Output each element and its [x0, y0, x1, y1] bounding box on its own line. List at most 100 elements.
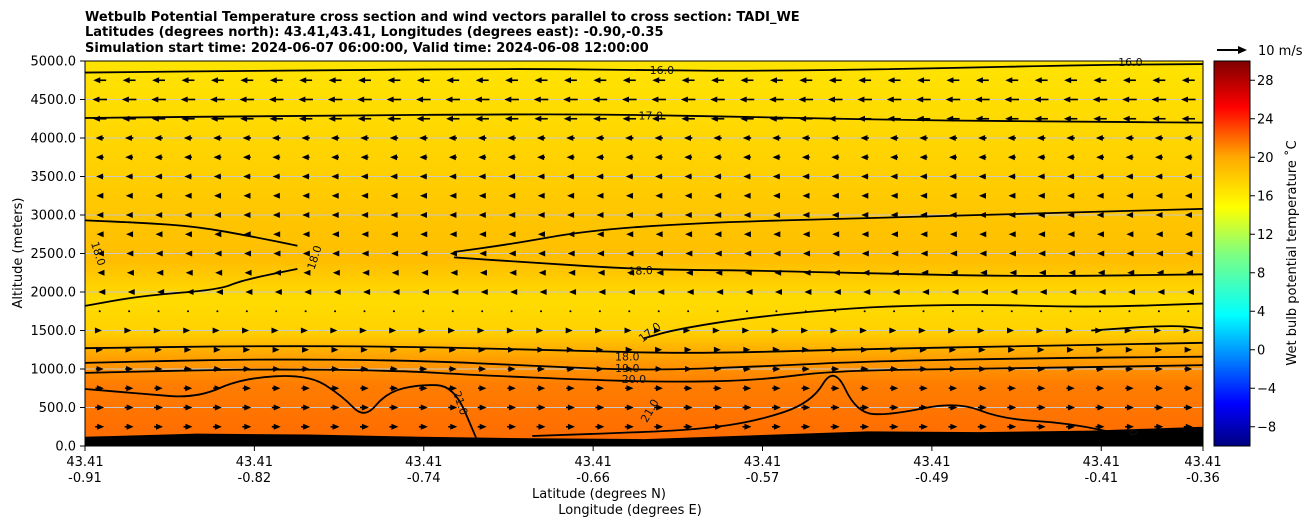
wind-vector-head — [1095, 135, 1103, 141]
wind-vector-head — [627, 269, 635, 276]
colorbar: −8 −4 0 4 8 12 16 20 24 28 Wet bulb potential tem… — [1213, 60, 1300, 447]
wind-vector-head — [773, 192, 781, 199]
wind-vector-head — [478, 192, 486, 199]
contour-line-17.0 — [1091, 325, 1203, 332]
colorbar-tick-label: −8 — [1257, 420, 1276, 435]
wind-vector-head — [1156, 423, 1164, 430]
wind-vector-head — [420, 385, 428, 392]
wind-vector — [893, 310, 896, 313]
x-tick-label-lat: 43.41 — [913, 455, 950, 470]
chart-title-line-3: Simulation start time: 2024-06-07 06:00:… — [85, 41, 649, 56]
wind-vector-head — [213, 154, 221, 161]
wind-vector-head — [1064, 77, 1072, 84]
wind-vector-head — [302, 212, 310, 218]
wind-vector-head — [475, 77, 483, 84]
wind-vector-head — [478, 212, 486, 218]
wind-vector-head — [332, 404, 340, 411]
wind-vector-head — [154, 173, 162, 180]
wind-vector-head — [213, 346, 221, 353]
wind-vector-head — [978, 192, 986, 199]
wind-vector-head — [507, 154, 515, 161]
wind-vector-head — [891, 385, 899, 392]
wind-vector-head — [1096, 173, 1104, 180]
wind-vector — [481, 310, 484, 313]
wind-vector-head — [1008, 250, 1016, 257]
wind-vector-head — [799, 77, 807, 84]
wind-vector-head — [244, 250, 252, 257]
wind-vector-head — [302, 385, 310, 392]
wind-vector-head — [891, 250, 899, 257]
wind-vector-head — [798, 96, 806, 103]
wind-vector-head — [626, 231, 634, 238]
wind-vector-head — [1009, 404, 1017, 411]
wind-vector-head — [242, 154, 250, 161]
wind-vector-head — [537, 154, 545, 161]
wind-vector-head — [96, 212, 104, 218]
wind-vector-head — [508, 231, 516, 238]
wind-vector-head — [945, 96, 953, 103]
wind-vector-head — [773, 250, 781, 257]
wind-vector-head — [978, 173, 986, 180]
colorbar-tick-label: 12 — [1257, 228, 1274, 243]
wind-vector-head — [568, 269, 576, 276]
wind-vector-head — [332, 423, 340, 430]
colorbar-tick-label: 20 — [1257, 151, 1274, 166]
wind-vector-head — [832, 404, 840, 411]
wind-vector-head — [184, 346, 192, 353]
wind-vector-head — [184, 154, 192, 161]
wind-vector-head — [1007, 327, 1015, 334]
wind-vector-head — [713, 173, 721, 180]
wind-vector-head — [802, 173, 810, 180]
contour-lines — [85, 63, 1203, 439]
wind-vector-head — [566, 173, 574, 180]
wind-vector-head — [1066, 135, 1074, 141]
contour-line-17.0 — [85, 113, 1203, 124]
wind-vector-head — [416, 77, 424, 84]
wind-vector-head — [416, 96, 424, 103]
wind-vector-head — [243, 346, 251, 353]
wind-vector-head — [830, 327, 838, 334]
wind-vector-head — [861, 231, 869, 238]
wind-vector-head — [419, 135, 427, 141]
wind-vector-head — [244, 423, 252, 430]
wind-vector-head — [857, 96, 865, 103]
wind-vector-head — [244, 269, 252, 276]
wind-vector-head — [537, 192, 545, 199]
x-tick-label-lat: 43.41 — [66, 455, 103, 470]
wind-vector-head — [360, 346, 368, 353]
wind-vector-head — [155, 231, 163, 238]
wind-vector-head — [1066, 346, 1074, 353]
wind-vector-head — [121, 96, 129, 103]
wind-vector-head — [1181, 96, 1189, 103]
wind-vector-head — [769, 77, 777, 84]
wind-vector-head — [391, 269, 399, 276]
wind-vector-head — [774, 289, 782, 295]
wind-vector-head — [1151, 96, 1159, 103]
wind-vector-head — [125, 154, 133, 161]
wind-vector-head — [566, 135, 574, 141]
wind-vector-head — [624, 327, 632, 334]
wind-vector — [1187, 310, 1190, 313]
contour-label: 16.0 — [1118, 56, 1143, 69]
wind-vector-head — [949, 192, 957, 199]
wind-vector-head — [710, 96, 718, 103]
wind-vector-head — [977, 327, 985, 334]
y-tick-label: 1000.0 — [31, 363, 77, 378]
colorbar-tick-label: 4 — [1257, 305, 1265, 320]
wind-vector-head — [922, 289, 930, 295]
wind-vector-head — [153, 327, 161, 334]
wind-vector-head — [1155, 212, 1163, 218]
wind-vector-head — [505, 77, 513, 84]
wind-vector-head — [598, 289, 606, 295]
wind-vector-head — [714, 212, 722, 218]
wind-vector-head — [597, 250, 605, 257]
wind-vector-head — [979, 250, 987, 257]
colorbar-gradient — [1214, 61, 1250, 446]
wind-vector-head — [1126, 250, 1134, 257]
wind-vector — [1099, 310, 1102, 313]
wind-vector-head — [803, 250, 811, 257]
wind-vector-head — [1038, 404, 1046, 411]
wind-vector-head — [1184, 173, 1192, 180]
wind-vector-head — [477, 135, 485, 141]
wind-vector-head — [181, 77, 189, 84]
